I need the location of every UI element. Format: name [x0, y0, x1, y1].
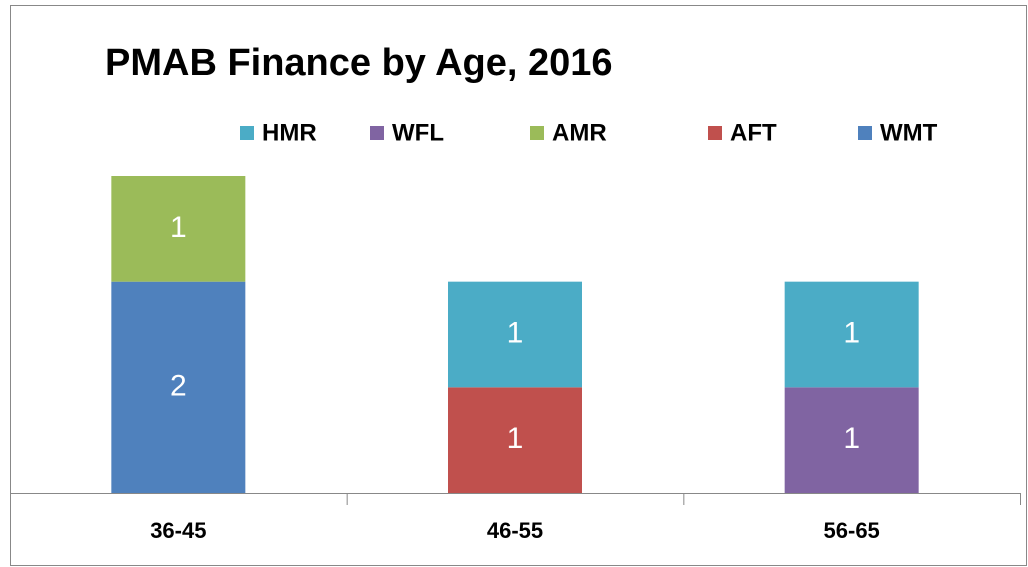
data-label: 1	[843, 316, 860, 349]
legend-swatch	[858, 126, 872, 140]
legend-swatch	[530, 126, 544, 140]
bar-segment	[111, 176, 246, 282]
data-label: 1	[507, 316, 524, 349]
data-label: 1	[170, 211, 187, 244]
legend-swatch	[240, 126, 254, 140]
chart-title: PMAB Finance by Age, 2016	[105, 42, 613, 84]
legend-label: WFL	[392, 119, 444, 146]
legend-label: WMT	[880, 119, 938, 146]
legend-swatch	[370, 126, 384, 140]
legend-label: HMR	[262, 119, 317, 146]
bar-segment	[448, 387, 582, 493]
x-tick-label: 56-65	[824, 518, 880, 543]
bar-segment	[448, 281, 582, 388]
data-label: 2	[170, 369, 187, 402]
bar-segment	[784, 387, 919, 493]
data-label: 1	[507, 422, 524, 455]
data-label: 1	[843, 422, 860, 455]
bar-segment	[784, 281, 919, 388]
x-tick-label: 36-45	[150, 518, 206, 543]
bar-segment	[111, 281, 246, 493]
legend-label: AFT	[730, 119, 777, 146]
legend-swatch	[708, 126, 722, 140]
x-tick-label: 46-55	[487, 518, 543, 543]
legend-label: AMR	[552, 119, 607, 146]
